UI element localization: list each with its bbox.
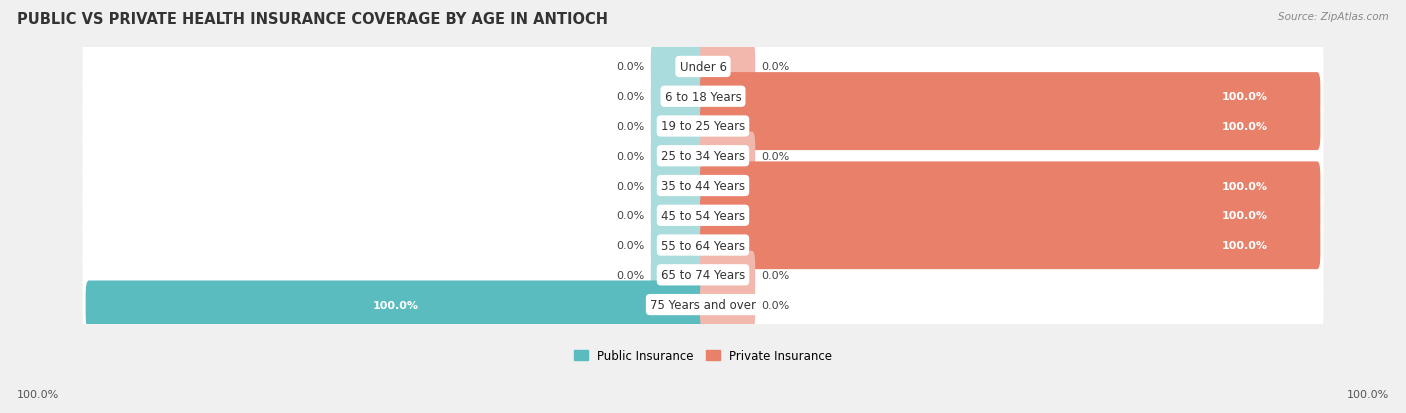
FancyBboxPatch shape [651,221,706,270]
FancyBboxPatch shape [700,132,755,180]
Text: 65 to 74 Years: 65 to 74 Years [661,269,745,282]
Text: 0.0%: 0.0% [616,152,644,161]
FancyBboxPatch shape [83,278,1323,331]
FancyBboxPatch shape [651,73,706,121]
FancyBboxPatch shape [700,162,1320,210]
FancyBboxPatch shape [83,100,1323,153]
Text: 45 to 54 Years: 45 to 54 Years [661,209,745,222]
Text: 100.0%: 100.0% [1222,211,1268,221]
Text: 100.0%: 100.0% [1222,240,1268,250]
FancyBboxPatch shape [651,132,706,180]
Text: 0.0%: 0.0% [762,300,790,310]
Text: 0.0%: 0.0% [616,240,644,250]
FancyBboxPatch shape [651,162,706,210]
FancyBboxPatch shape [700,192,1320,240]
Text: 0.0%: 0.0% [616,181,644,191]
Text: 0.0%: 0.0% [616,92,644,102]
FancyBboxPatch shape [83,41,1323,94]
Text: 19 to 25 Years: 19 to 25 Years [661,120,745,133]
FancyBboxPatch shape [651,251,706,299]
Text: 55 to 64 Years: 55 to 64 Years [661,239,745,252]
Text: 100.0%: 100.0% [373,300,419,310]
Text: PUBLIC VS PRIVATE HEALTH INSURANCE COVERAGE BY AGE IN ANTIOCH: PUBLIC VS PRIVATE HEALTH INSURANCE COVER… [17,12,607,27]
FancyBboxPatch shape [83,130,1323,183]
FancyBboxPatch shape [651,103,706,151]
Text: 75 Years and over: 75 Years and over [650,298,756,311]
Text: 0.0%: 0.0% [762,152,790,161]
FancyBboxPatch shape [83,219,1323,272]
FancyBboxPatch shape [83,160,1323,213]
FancyBboxPatch shape [651,43,706,91]
Text: 0.0%: 0.0% [616,270,644,280]
FancyBboxPatch shape [700,103,1320,151]
Text: Source: ZipAtlas.com: Source: ZipAtlas.com [1278,12,1389,22]
Text: 100.0%: 100.0% [1222,122,1268,132]
FancyBboxPatch shape [651,192,706,240]
FancyBboxPatch shape [83,71,1323,123]
Text: 0.0%: 0.0% [616,122,644,132]
FancyBboxPatch shape [700,73,1320,121]
Text: 35 to 44 Years: 35 to 44 Years [661,180,745,192]
Text: 0.0%: 0.0% [616,62,644,72]
Text: 0.0%: 0.0% [762,62,790,72]
FancyBboxPatch shape [700,251,755,299]
FancyBboxPatch shape [83,189,1323,242]
Text: 100.0%: 100.0% [1222,181,1268,191]
Text: Under 6: Under 6 [679,61,727,74]
Text: 25 to 34 Years: 25 to 34 Years [661,150,745,163]
Text: 100.0%: 100.0% [1222,92,1268,102]
Legend: Public Insurance, Private Insurance: Public Insurance, Private Insurance [574,349,832,363]
FancyBboxPatch shape [700,43,755,91]
FancyBboxPatch shape [700,221,1320,270]
Text: 0.0%: 0.0% [762,270,790,280]
FancyBboxPatch shape [700,281,755,329]
Text: 0.0%: 0.0% [616,211,644,221]
FancyBboxPatch shape [86,281,706,329]
Text: 100.0%: 100.0% [17,389,59,399]
Text: 6 to 18 Years: 6 to 18 Years [665,90,741,104]
Text: 100.0%: 100.0% [1347,389,1389,399]
FancyBboxPatch shape [83,249,1323,301]
